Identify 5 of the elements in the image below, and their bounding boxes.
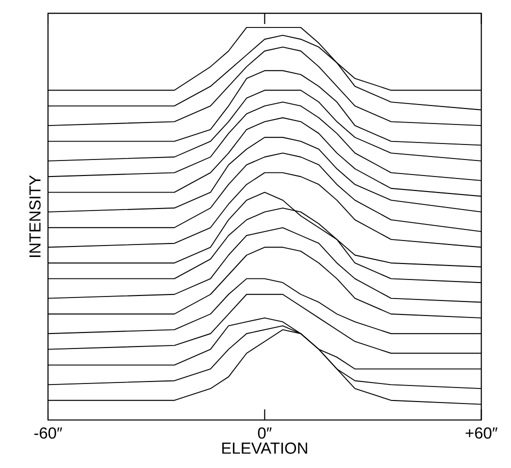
x-tick-label: 0″ — [258, 427, 272, 439]
x-axis-title: ELEVATION — [222, 442, 308, 454]
x-tick-label: -60″ — [34, 427, 62, 439]
x-tick-label: +60″ — [466, 427, 498, 439]
y-axis-title: INTENSITY — [29, 175, 41, 257]
